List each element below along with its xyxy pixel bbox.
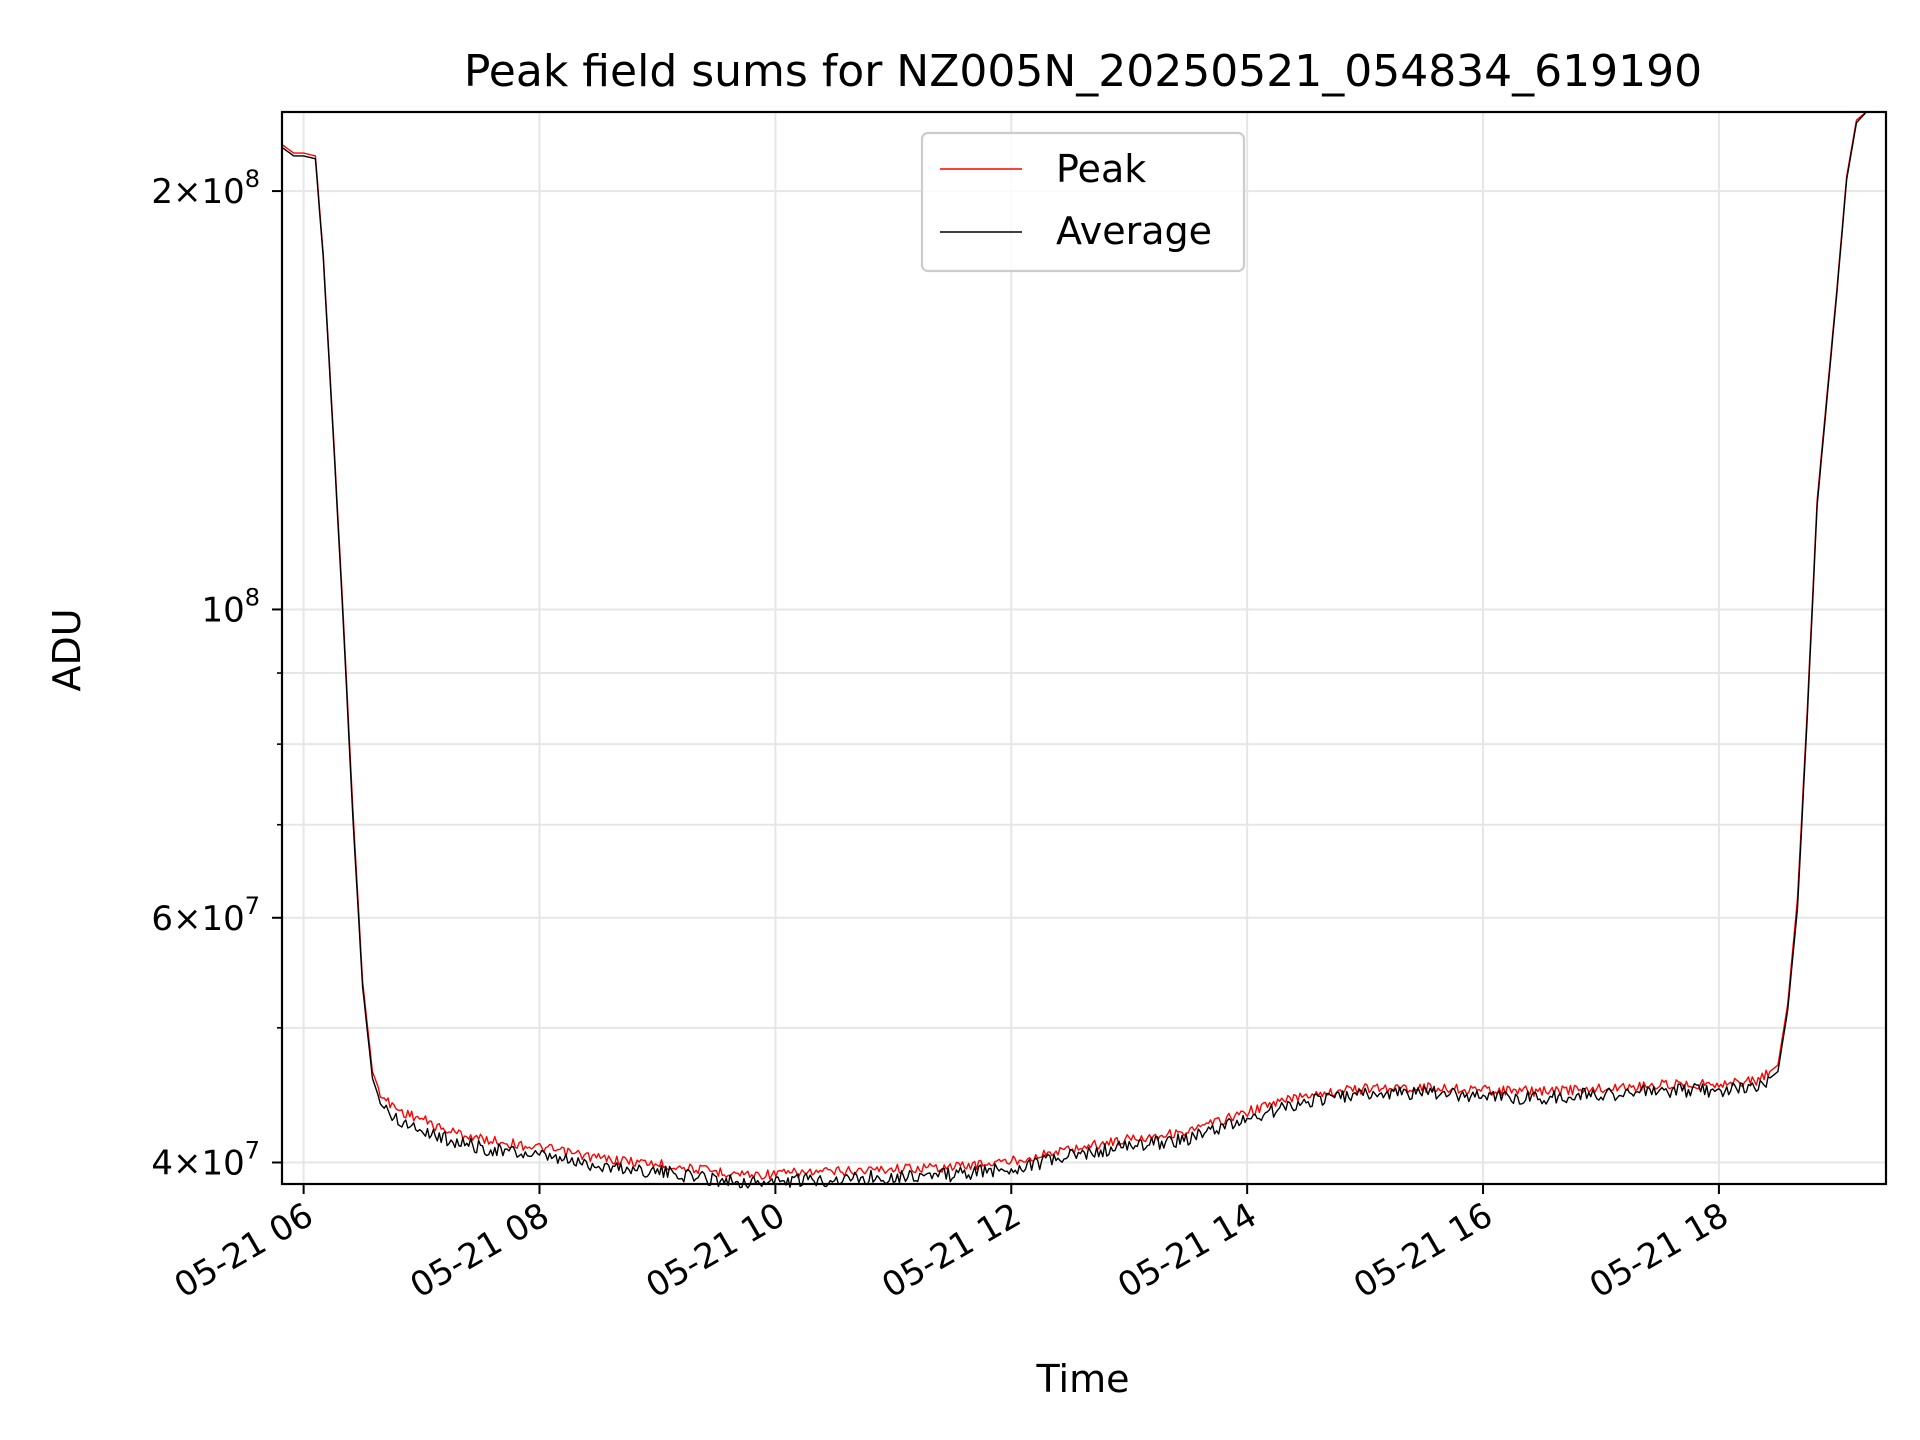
- chart-title: Peak field sums for NZ005N_20250521_0548…: [464, 46, 1702, 97]
- y-tick-label: 6×107: [151, 892, 260, 939]
- legend-box: [920, 131, 1246, 273]
- y-tick-label: 108: [201, 583, 260, 630]
- grid: [282, 112, 1886, 1184]
- legend-label-average: Average: [1056, 209, 1212, 253]
- plot-lines: [281, 111, 1886, 1189]
- x-axis-label: Time: [1036, 1357, 1130, 1401]
- y-axis: 4×107 6×107 108 2×108: [151, 165, 282, 1183]
- series-line-peak: [281, 111, 1886, 1180]
- legend-label-peak: Peak: [1056, 147, 1146, 191]
- legend: Peak Average: [920, 131, 1246, 273]
- y-tick-label: 4×107: [151, 1136, 260, 1183]
- y-tick-label: 2×108: [151, 165, 260, 212]
- plot-frame: [280, 110, 1888, 1186]
- series-line-average: [281, 111, 1886, 1189]
- y-axis-label: ADU: [45, 608, 89, 691]
